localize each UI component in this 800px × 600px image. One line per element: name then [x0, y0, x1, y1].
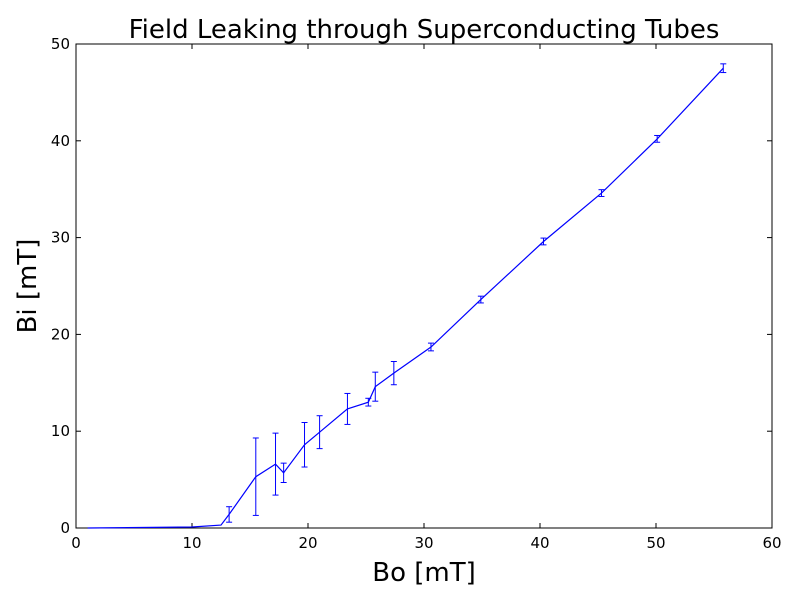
error-bar [477, 295, 484, 304]
plot-area: 0 10 20 30 40 50 60 0 10 20 30 40 50 [51, 35, 782, 552]
x-tick-label: 50 [646, 534, 665, 552]
error-bar [427, 342, 434, 352]
error-bar [344, 392, 351, 425]
error-bar [365, 397, 372, 407]
error-bar [316, 415, 323, 450]
error-bar [252, 437, 259, 516]
chart-title: Field Leaking through Superconducting Tu… [129, 15, 720, 45]
y-tick-label: 20 [51, 325, 70, 343]
y-tick-label: 50 [51, 35, 70, 53]
x-tick-label: 10 [182, 534, 201, 552]
y-tick-label: 30 [51, 229, 70, 247]
error-bar [654, 134, 661, 143]
plot-frame [75, 43, 773, 529]
x-tick-label: 20 [298, 534, 317, 552]
error-bar [720, 63, 727, 74]
error-bar [280, 462, 287, 484]
x-tick-label: 60 [762, 534, 781, 552]
axis-ticks: 0 10 20 30 40 50 60 0 10 20 30 40 50 [51, 35, 782, 552]
x-tick-label: 0 [71, 534, 81, 552]
x-axis-label: Bo [mT] [372, 558, 476, 588]
y-axis-label: Bi [mT] [13, 239, 43, 334]
y-tick-label: 0 [60, 519, 70, 537]
series-group [87, 63, 727, 529]
error-bar [272, 432, 279, 496]
error-bar [390, 361, 397, 386]
series-line [87, 67, 724, 529]
error-bar [540, 237, 547, 246]
x-tick-label: 40 [530, 534, 549, 552]
y-tick-label: 10 [51, 422, 70, 440]
x-tick-label: 30 [414, 534, 433, 552]
error-bar [226, 506, 233, 523]
error-bar [372, 371, 379, 402]
error-bar [598, 189, 605, 197]
error-bar [301, 421, 308, 468]
y-tick-label: 40 [51, 132, 70, 150]
